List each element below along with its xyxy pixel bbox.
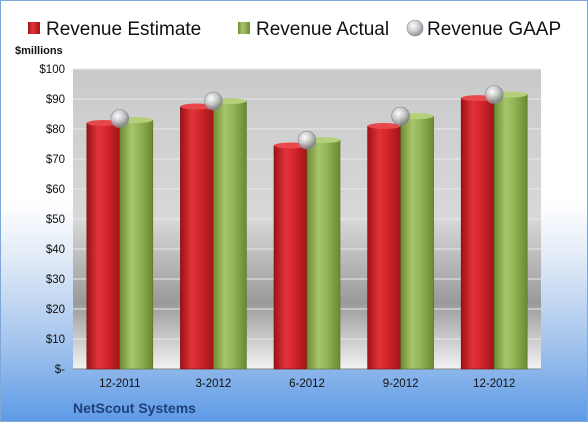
point-revenue-gaap (484, 85, 504, 104)
y-axis-unit-label: $millions (15, 45, 63, 57)
bar-revenue-estimate (86, 122, 121, 370)
y-tick-label: $100 (39, 64, 65, 76)
bar-revenue-estimate (180, 106, 214, 370)
bar-revenue-actual (119, 119, 154, 370)
company-name: NetScout Systems (73, 400, 196, 416)
x-tick-label: 12-2012 (473, 378, 515, 390)
y-tick-label: $60 (46, 184, 65, 196)
legend-swatch (28, 22, 40, 34)
point-revenue-gaap (297, 130, 317, 150)
y-tick-label: $- (55, 364, 65, 376)
legend-swatch (238, 22, 250, 34)
bar-revenue-actual (213, 100, 247, 370)
y-axis-ticks: $- $10 $20 $30 $40 $50 $60 $70 $80 $90 $100 (39, 64, 65, 376)
x-tick-label: 6-2012 (289, 378, 325, 390)
gaap-points (110, 85, 504, 150)
legend-label: Revenue Estimate (46, 19, 201, 40)
y-tick-label: $90 (46, 94, 65, 106)
y-tick-label: $10 (46, 334, 65, 346)
legend-label: Revenue GAAP (427, 19, 561, 40)
bars (86, 91, 528, 370)
legend-label: Revenue Actual (256, 19, 389, 40)
bar-revenue-estimate (273, 145, 308, 370)
bar-revenue-actual (306, 139, 341, 370)
y-tick-label: $80 (46, 124, 65, 136)
point-revenue-gaap (391, 106, 410, 126)
bar-top-revenue-estimate (367, 123, 401, 129)
y-tick-label: $50 (46, 214, 65, 226)
y-tick-label: $20 (46, 304, 65, 316)
point-revenue-gaap (204, 91, 223, 111)
y-tick-label: $40 (46, 244, 65, 256)
legend-swatch (406, 19, 424, 37)
bar-revenue-estimate (367, 125, 401, 370)
y-tick-label: $70 (46, 154, 65, 166)
x-tick-label: 9-2012 (383, 378, 419, 390)
x-tick-label: 12-2011 (99, 378, 140, 390)
point-revenue-gaap (110, 109, 130, 128)
legend: Revenue Estimate Revenue Actual Revenue GA… (28, 19, 561, 40)
bar-revenue-actual (493, 94, 528, 370)
x-tick-label: 3-2012 (195, 378, 231, 390)
y-tick-label: $30 (46, 274, 65, 286)
bar-revenue-estimate (460, 97, 495, 370)
x-axis-labels: 12-2011 3-2012 6-2012 9-2012 12-2012 (99, 378, 515, 390)
bar-revenue-actual (400, 115, 434, 370)
